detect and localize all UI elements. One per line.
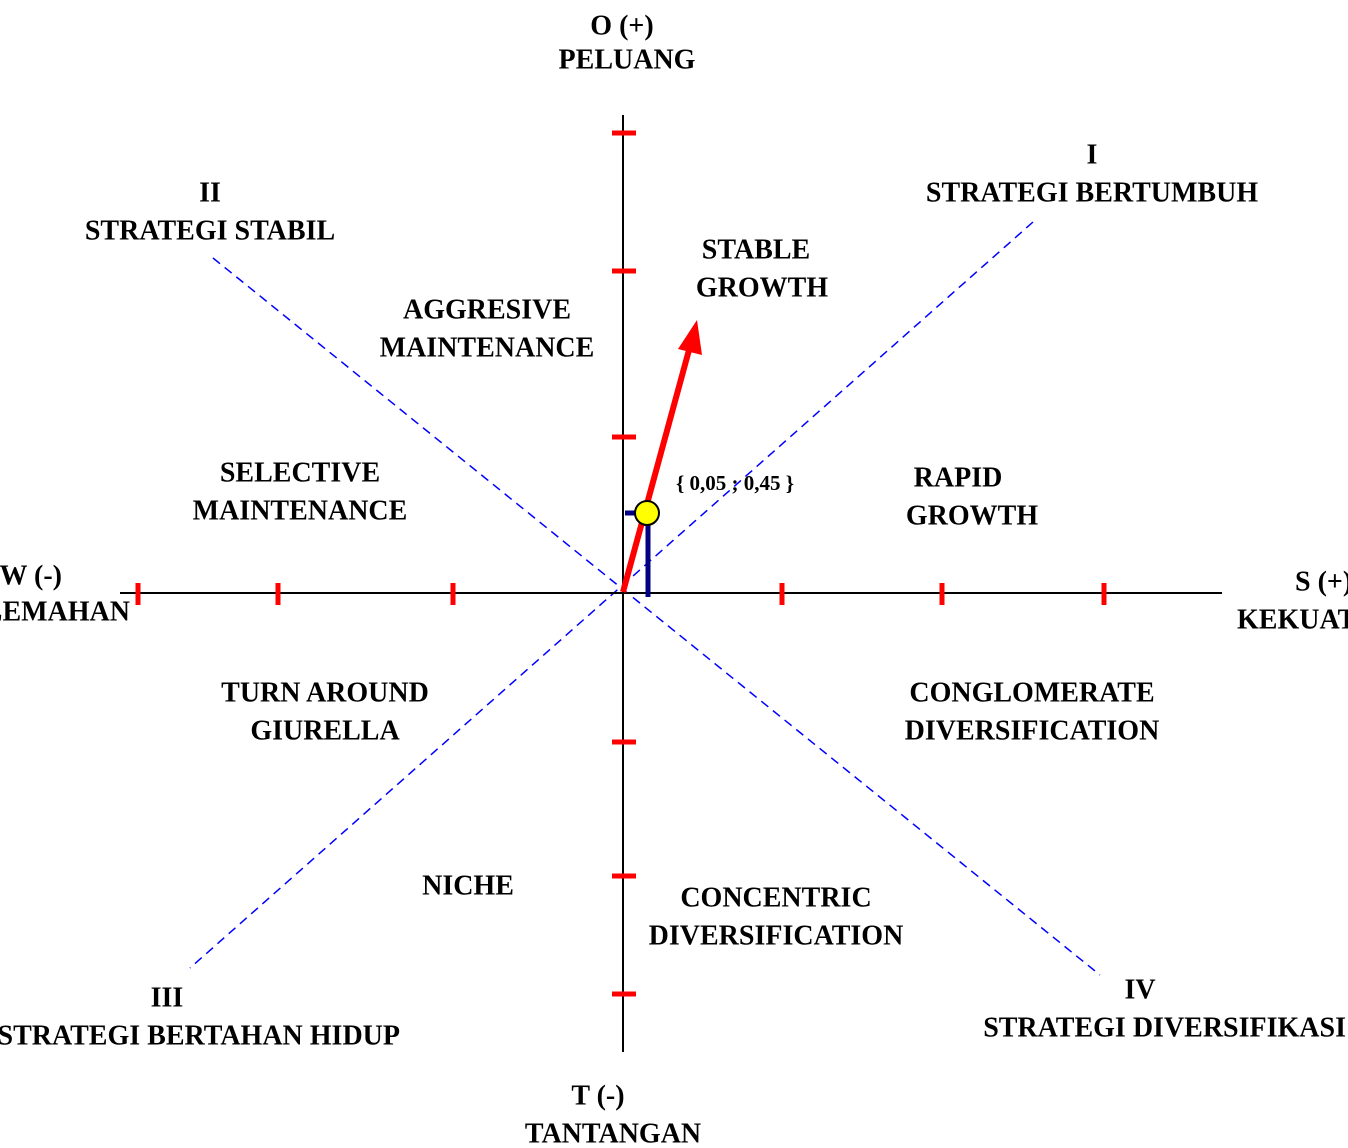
quadrant-name: STRATEGI BERTAHAN HIDUP bbox=[0, 1020, 400, 1051]
zone-label: CONCENTRIC bbox=[680, 882, 871, 913]
diagonal-line bbox=[212, 257, 1101, 976]
axis-ticks bbox=[135, 130, 1107, 997]
quadrant-name: STRATEGI DIVERSIFIKASI bbox=[983, 1012, 1346, 1043]
axis-label: PELUANG bbox=[559, 44, 696, 75]
zone-label: SELECTIVE bbox=[220, 457, 380, 488]
zone-label: GROWTH bbox=[696, 272, 828, 303]
strategy-arrow bbox=[620, 349, 692, 593]
quadrant-name: STRATEGI STABIL bbox=[85, 215, 335, 246]
axis-label: T (-) bbox=[571, 1080, 624, 1111]
zone-label: STABLE bbox=[702, 234, 810, 265]
diagonal-line bbox=[189, 221, 1034, 969]
axis-label: S (+) bbox=[1295, 566, 1348, 597]
zone-label: AGGRESIVE bbox=[403, 294, 571, 325]
quadrant-number: III bbox=[151, 982, 184, 1013]
point-label: { 0,05 ; 0,45 } bbox=[676, 471, 794, 495]
quadrant-number: I bbox=[1087, 139, 1098, 170]
zone-label: TURN AROUND bbox=[221, 677, 429, 708]
zone-label: RAPID bbox=[914, 462, 1003, 493]
diagonals bbox=[189, 221, 1101, 976]
zone-label: NICHE bbox=[422, 870, 514, 901]
axis-label: KELEMAHAN bbox=[0, 596, 130, 627]
zone-label: DIVERSIFICATION bbox=[649, 920, 904, 951]
zone-label: MAINTENANCE bbox=[380, 332, 595, 363]
axis-label: KEKUATAN bbox=[1237, 604, 1348, 635]
zone-label: MAINTENANCE bbox=[193, 495, 408, 526]
zone-label: GROWTH bbox=[906, 500, 1038, 531]
zone-label: DIVERSIFICATION bbox=[905, 715, 1160, 746]
axis-label: TANTANGAN bbox=[525, 1118, 701, 1148]
position-point bbox=[634, 500, 660, 526]
quadrant-name: STRATEGI BERTUMBUH bbox=[926, 177, 1258, 208]
zone-label: GIURELLA bbox=[250, 715, 400, 746]
quadrant-number: II bbox=[199, 177, 221, 208]
axis-label: O (+) bbox=[590, 10, 653, 41]
quadrant-number: IV bbox=[1124, 974, 1155, 1005]
axis-label: W (-) bbox=[0, 560, 62, 591]
arrow-head bbox=[678, 320, 702, 355]
zone-label: CONGLOMERATE bbox=[909, 677, 1154, 708]
